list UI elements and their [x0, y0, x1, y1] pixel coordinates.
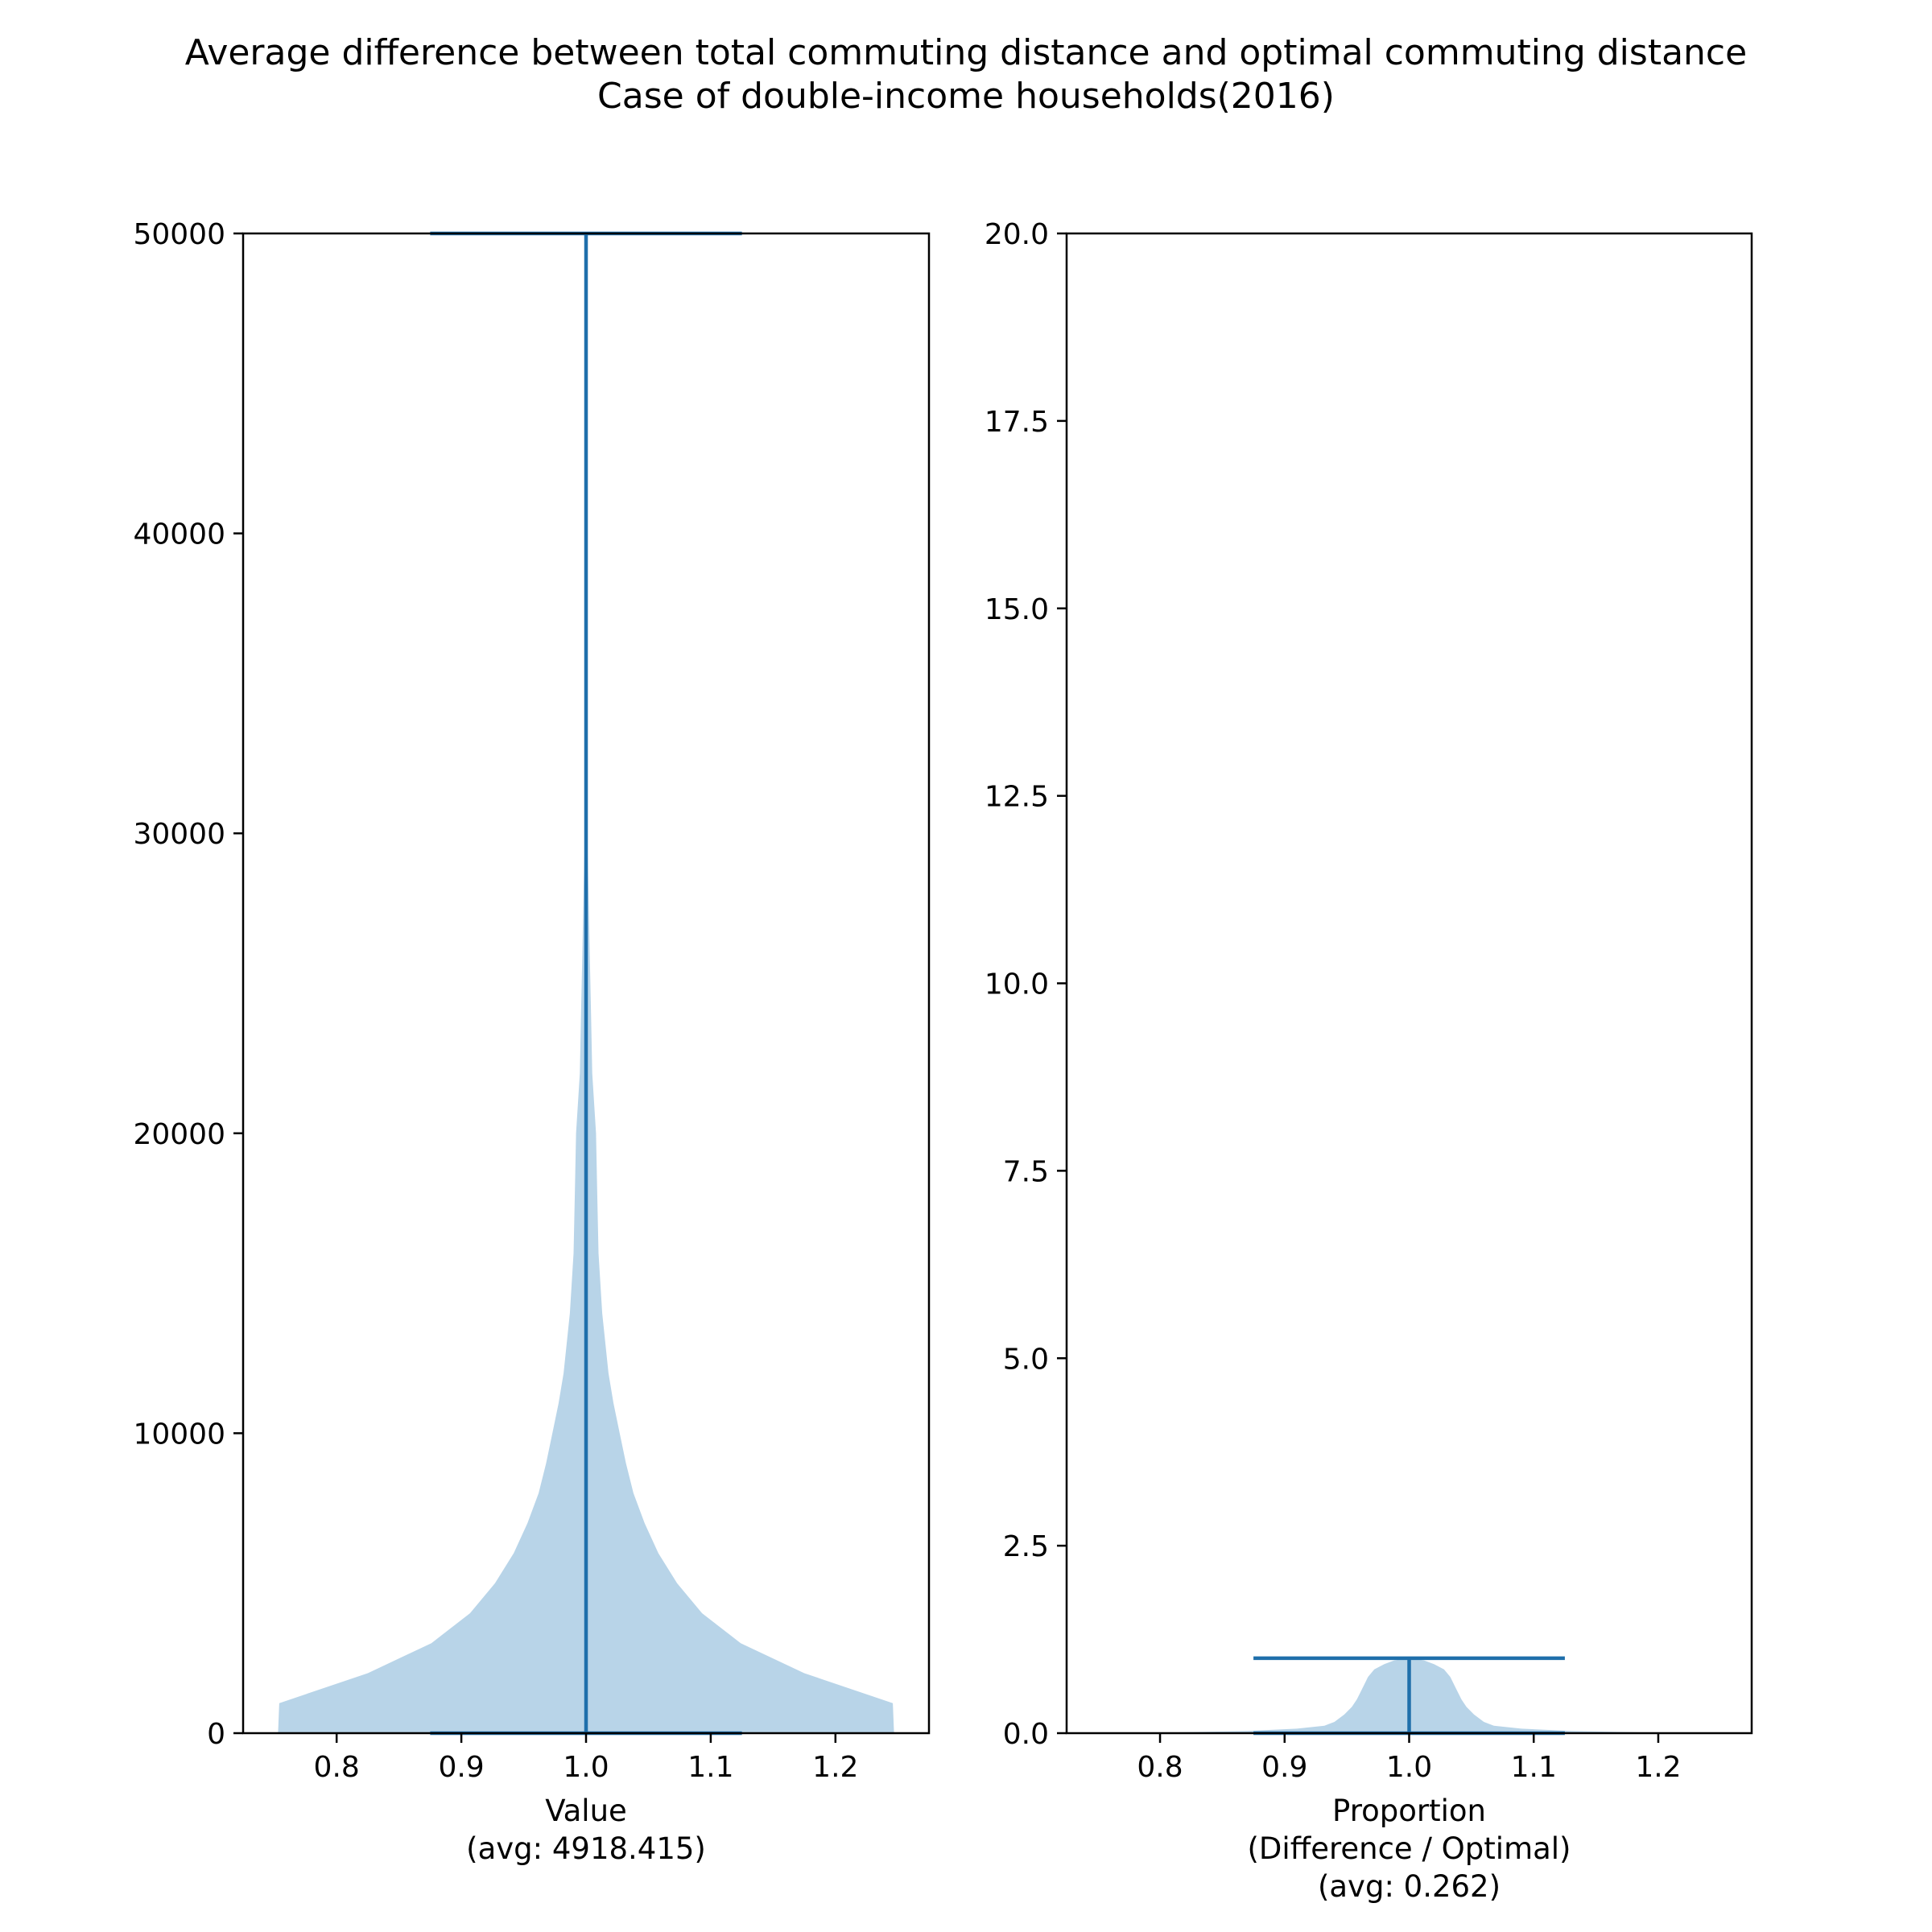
panel-proportion: 0.0 2.5 5.0 7.5 10.0 12.5 15.0 17.5 20.0 0.8 0.9 1.…	[985, 218, 1753, 1904]
x-axis-label-proportion: (avg: 0.262)	[1318, 1869, 1501, 1904]
y-tick-label-value: 20000	[133, 1118, 225, 1151]
x-tick-label-proportion: 1.1	[1511, 1751, 1557, 1784]
y-tick-label-proportion: 2.5	[1003, 1530, 1049, 1563]
chart-title: Average difference between total commuti…	[185, 32, 1747, 73]
y-tick-label-value: 40000	[133, 518, 225, 551]
x-axis-label-value: (avg: 4918.415)	[466, 1831, 706, 1866]
x-tick-label-proportion: 0.9	[1261, 1751, 1307, 1784]
x-tick-label-value: 1.1	[687, 1751, 733, 1784]
y-tick-label-value: 30000	[133, 818, 225, 851]
panel-value: 0 10000 20000 30000 40000 50000 0.8 0.9 1.0 1.1 1.…	[133, 218, 931, 1866]
y-tick-label-value: 10000	[133, 1418, 225, 1451]
x-axis-label-value: Value	[545, 1794, 627, 1828]
y-tick-label-proportion: 7.5	[1003, 1155, 1049, 1188]
x-tick-label-value: 0.9	[438, 1751, 484, 1784]
x-tick-label-value: 1.0	[563, 1751, 609, 1784]
y-tick-label-proportion: 12.5	[985, 781, 1049, 814]
x-axis-label-proportion: (Difference / Optimal)	[1248, 1831, 1571, 1866]
y-tick-label-proportion: 5.0	[1003, 1343, 1049, 1376]
y-tick-label-value: 50000	[133, 218, 225, 251]
x-tick-label-value: 0.8	[314, 1751, 360, 1784]
y-tick-label-proportion: 10.0	[985, 968, 1049, 1001]
y-tick-label-proportion: 17.5	[985, 406, 1049, 439]
x-axis-label-proportion: Proportion	[1332, 1794, 1486, 1828]
y-tick-label-proportion: 0.0	[1003, 1718, 1049, 1751]
x-tick-label-proportion: 1.0	[1386, 1751, 1432, 1784]
x-tick-label-value: 1.2	[812, 1751, 858, 1784]
y-tick-label-proportion: 20.0	[985, 218, 1049, 251]
y-tick-label-value: 0	[207, 1718, 225, 1751]
y-tick-label-proportion: 15.0	[985, 593, 1049, 626]
x-tick-label-proportion: 0.8	[1137, 1751, 1183, 1784]
chart-subtitle: Case of double-income households(2016)	[597, 76, 1335, 117]
x-tick-label-proportion: 1.2	[1635, 1751, 1681, 1784]
